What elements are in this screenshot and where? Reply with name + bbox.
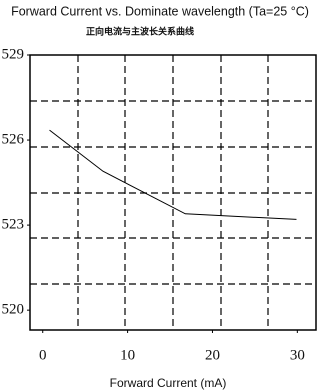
data-line bbox=[49, 129, 297, 220]
x-tick-label: 20 bbox=[205, 347, 220, 363]
y-tick-label: 529 bbox=[2, 46, 25, 62]
x-axis-label: Forward Current (mA) bbox=[110, 376, 227, 390]
x-tick-label: 10 bbox=[120, 347, 135, 363]
plot-frame bbox=[29, 54, 317, 331]
grid bbox=[30, 55, 316, 330]
chart-title: Forward Current vs. Dominate wavelength … bbox=[11, 4, 309, 18]
y-tick-label: 520 bbox=[2, 302, 25, 318]
x-tick-label: 0 bbox=[39, 347, 47, 363]
y-tick-label: 523 bbox=[2, 217, 25, 233]
x-tick-label: 30 bbox=[290, 347, 305, 363]
chart-subtitle: 正向电流与主波长关系曲线 bbox=[86, 25, 194, 36]
y-tick-label: 526 bbox=[2, 131, 25, 147]
